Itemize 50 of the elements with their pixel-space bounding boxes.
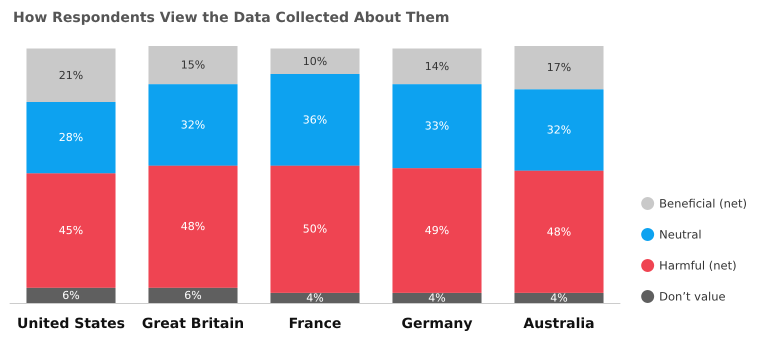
- bar: [148, 288, 238, 303]
- bar: [148, 166, 238, 288]
- data-label: 28%: [58, 131, 84, 144]
- legend-label: Don’t value: [659, 290, 726, 304]
- x-tick-label: Great Britain: [142, 316, 244, 332]
- bar: [270, 166, 360, 293]
- data-label: 32%: [180, 118, 206, 132]
- data-label: 6%: [184, 288, 202, 302]
- data-label: 6%: [62, 288, 80, 302]
- x-tick-label: United States: [17, 316, 125, 332]
- data-label: 17%: [546, 61, 572, 74]
- bar: [514, 46, 604, 90]
- chart-title: How Respondents View the Data Collected About Them: [13, 10, 450, 26]
- bar: [270, 292, 360, 303]
- x-tick-label: France: [288, 316, 342, 332]
- data-label: 48%: [546, 225, 572, 238]
- data-label: 49%: [424, 224, 450, 237]
- legend-label: Beneficial (net): [659, 196, 748, 210]
- data-label: 36%: [302, 113, 328, 126]
- data-label: 45%: [58, 224, 84, 237]
- data-label: 15%: [180, 58, 206, 72]
- bar: [26, 288, 116, 303]
- bar: [514, 292, 604, 303]
- data-label: 50%: [302, 222, 328, 236]
- data-label: 4%: [428, 291, 446, 304]
- bar: [392, 84, 482, 168]
- data-label: 4%: [550, 291, 568, 304]
- bar: [514, 170, 604, 293]
- data-label: 48%: [180, 220, 206, 234]
- bar: [270, 48, 360, 74]
- bar: [392, 48, 482, 84]
- data-label: 32%: [546, 123, 572, 136]
- data-label: 14%: [424, 60, 450, 73]
- x-tick-label: Germany: [401, 316, 473, 332]
- data-label: 33%: [424, 120, 450, 133]
- bar: [148, 84, 238, 166]
- bar: [26, 173, 116, 288]
- bar: [514, 89, 604, 171]
- x-tick-label: Australia: [523, 316, 595, 332]
- bar: [26, 48, 116, 102]
- data-label: 4%: [306, 291, 324, 304]
- data-label: 21%: [58, 68, 84, 82]
- legend-label: Neutral: [659, 228, 702, 242]
- bar: [392, 292, 482, 303]
- bar: [270, 74, 360, 166]
- bar: [148, 46, 238, 84]
- legend-label: Harmful (net): [659, 258, 737, 272]
- bar: [392, 168, 482, 293]
- bar: [26, 102, 116, 174]
- data-label: 10%: [302, 54, 328, 68]
